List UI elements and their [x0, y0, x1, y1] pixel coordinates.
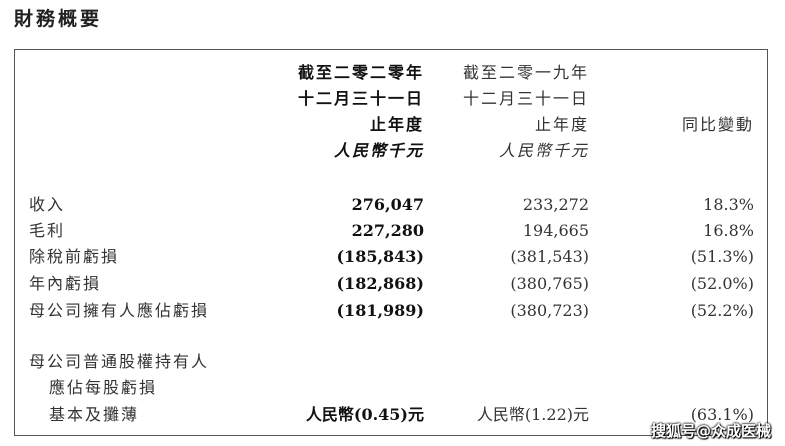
value-change: 18.3%: [703, 195, 754, 214]
value-change: (52.2%): [690, 301, 754, 320]
row-label: 毛利: [29, 221, 66, 240]
watermark: 搜狐号@众成医械: [650, 422, 771, 440]
value-2020: (182,868): [336, 274, 424, 293]
eps-2020: 人民幣(0.45)元: [305, 405, 424, 424]
value-2019: 233,272: [522, 195, 589, 214]
eps-2019: 人民幣(1.22)元: [476, 405, 589, 424]
header-2020-unit: 人民幣千元: [333, 141, 424, 160]
eps-change: (63.1%): [690, 405, 754, 424]
value-2020: 227,280: [351, 221, 424, 240]
eps-label-line2: 應佔每股虧損: [49, 378, 158, 397]
header-2019-line1: 截至二零一九年: [462, 63, 589, 82]
row-label: 年內虧損: [29, 274, 102, 293]
financial-summary-table: 截至二零二零年 十二月三十一日 止年度 人民幣千元 截至二零一九年 十二月三十一…: [14, 49, 768, 436]
header-2019-line3: 止年度: [534, 115, 589, 134]
row-label: 母公司擁有人應佔虧損: [29, 301, 210, 320]
row-label: 收入: [29, 195, 66, 214]
header-change: 同比變動: [681, 115, 754, 134]
page-title: 財務概要: [14, 8, 103, 30]
value-change: (51.3%): [690, 247, 754, 266]
value-2019: 194,665: [522, 221, 589, 240]
value-change: (52.0%): [690, 274, 754, 293]
eps-label-line3: 基本及攤薄: [49, 405, 140, 424]
eps-label-line1: 母公司普通股權持有人: [29, 352, 210, 371]
value-2020: 276,047: [351, 195, 424, 214]
value-2019: (380,723): [510, 301, 589, 320]
header-2020-line2: 十二月三十一日: [297, 89, 424, 108]
value-change: 16.8%: [703, 221, 754, 240]
header-2020-line1: 截至二零二零年: [297, 63, 424, 82]
value-2019: (381,543): [510, 247, 589, 266]
row-label: 除稅前虧損: [29, 247, 120, 266]
value-2020: (185,843): [336, 247, 424, 266]
value-2019: (380,765): [510, 274, 589, 293]
value-2020: (181,989): [336, 301, 424, 320]
header-2019-unit: 人民幣千元: [498, 141, 589, 160]
header-2020-line3: 止年度: [369, 115, 424, 134]
header-2019-line2: 十二月三十一日: [462, 89, 589, 108]
